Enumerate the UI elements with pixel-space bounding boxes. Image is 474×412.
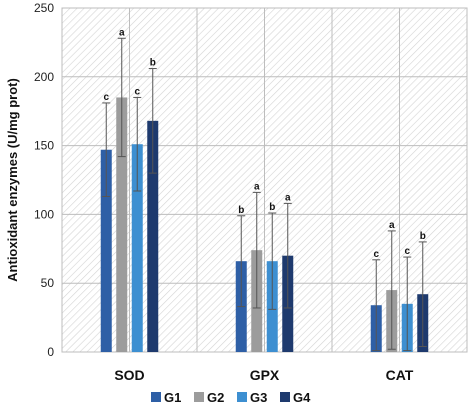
y-axis: 0 50 100 150 200 250 bbox=[34, 1, 54, 359]
significance-label: b bbox=[150, 58, 156, 69]
bar bbox=[116, 97, 128, 352]
significance-label: a bbox=[119, 27, 125, 38]
legend-label: G4 bbox=[293, 390, 311, 405]
legend-swatch bbox=[280, 392, 290, 402]
y-tick-label: 100 bbox=[34, 207, 54, 221]
legend-label: G3 bbox=[250, 390, 267, 405]
y-axis-title: Antioxidant enzymes (U/mg prot) bbox=[5, 78, 20, 282]
significance-label: c bbox=[404, 246, 410, 257]
legend: G1 G2 G3 G4 bbox=[151, 390, 311, 405]
legend-label: G1 bbox=[164, 390, 181, 405]
plot-border bbox=[61, 7, 468, 353]
significance-label: c bbox=[373, 249, 379, 260]
legend-swatch bbox=[194, 392, 204, 402]
category-label: SOD bbox=[114, 367, 144, 383]
y-tick-label: 0 bbox=[47, 345, 54, 359]
y-tick-label: 50 bbox=[41, 276, 55, 290]
legend-swatch bbox=[237, 392, 247, 402]
legend-label: G2 bbox=[207, 390, 224, 405]
significance-label: c bbox=[134, 86, 140, 97]
significance-label: a bbox=[254, 181, 260, 192]
significance-label: b bbox=[238, 205, 244, 216]
significance-label: a bbox=[285, 192, 291, 203]
bar bbox=[100, 149, 112, 352]
category-label: GPX bbox=[250, 367, 280, 383]
y-tick-label: 150 bbox=[34, 139, 54, 153]
y-tick-label: 250 bbox=[34, 1, 54, 15]
bar bbox=[147, 120, 159, 352]
category-label: CAT bbox=[386, 367, 414, 383]
legend-swatch bbox=[151, 392, 161, 402]
significance-label: a bbox=[389, 220, 395, 231]
significance-label: c bbox=[103, 92, 109, 103]
bar bbox=[131, 144, 143, 352]
gridlines bbox=[61, 7, 468, 353]
x-axis-categories: SOD GPX CAT bbox=[114, 367, 413, 383]
significance-label: b bbox=[269, 202, 275, 213]
significance-label: b bbox=[420, 231, 426, 242]
y-tick-label: 200 bbox=[34, 70, 54, 84]
